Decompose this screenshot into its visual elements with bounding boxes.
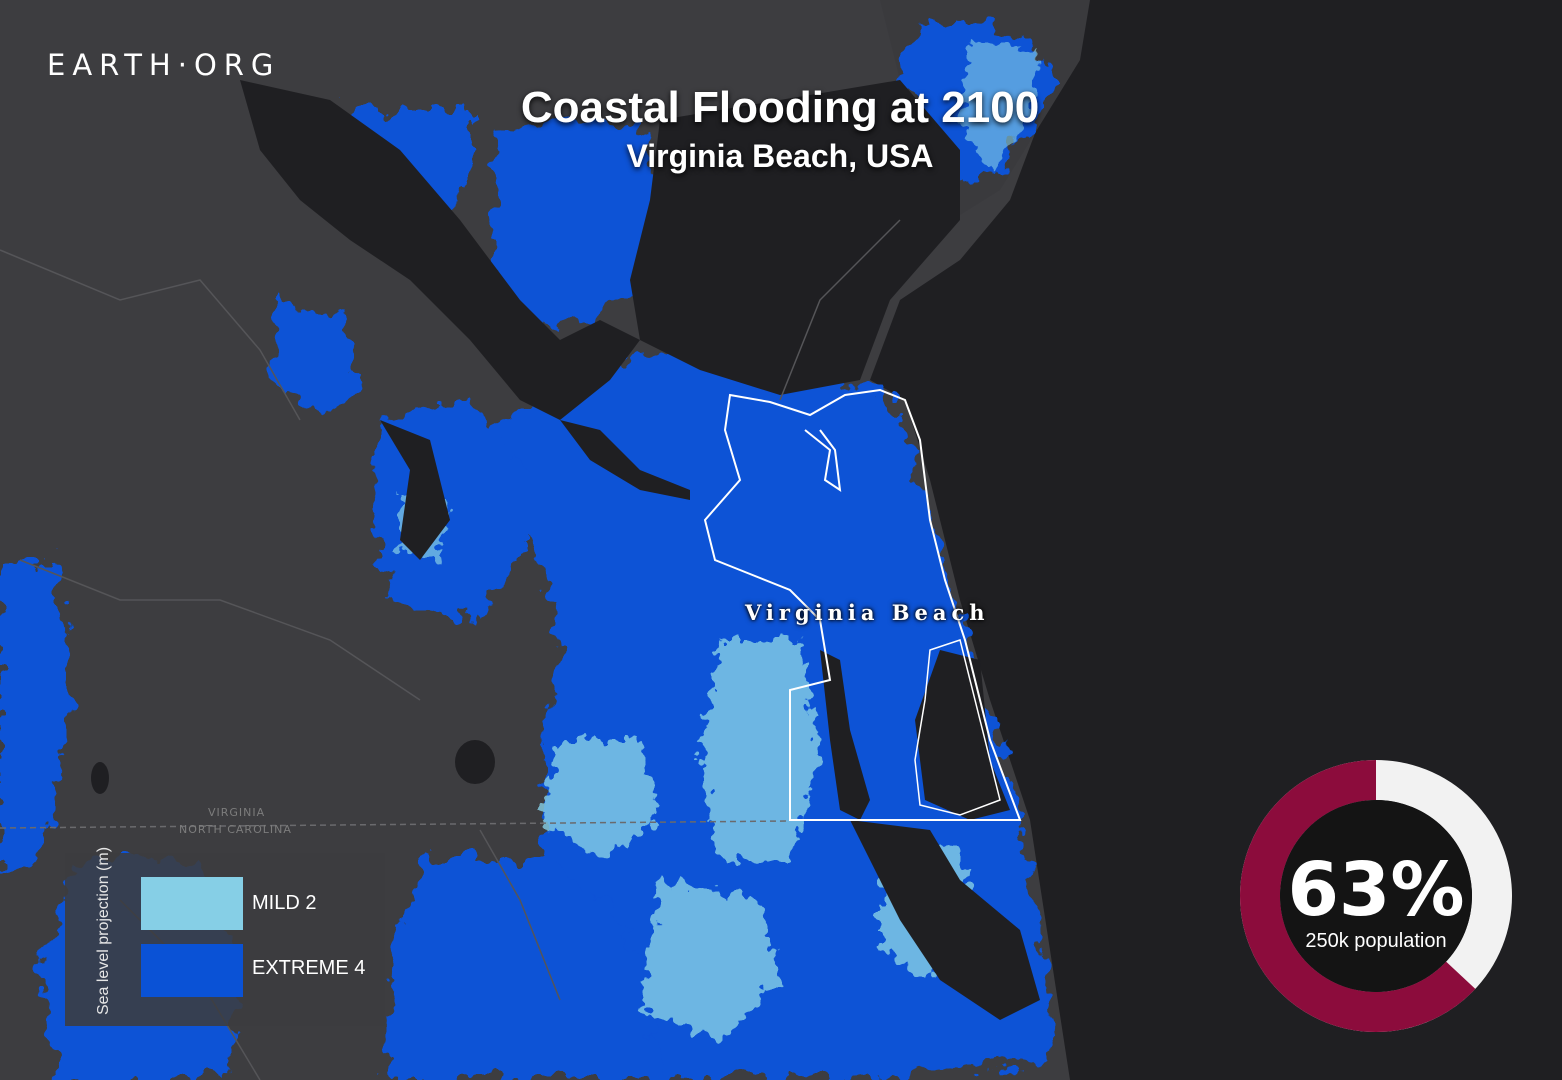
- river-north-landing: [820, 650, 870, 820]
- legend-mild-label: MILD: [252, 892, 300, 914]
- water-layer: [91, 80, 1040, 1020]
- population-donut: [1240, 760, 1512, 1032]
- legend-swatch-extreme: [141, 944, 243, 997]
- map-title: Coastal Flooding at 2100: [520, 83, 1040, 132]
- stat-percent: 63%: [1287, 847, 1465, 933]
- population-stat: 63% 250k population: [1232, 752, 1520, 1040]
- legend-axis-label: Sea level projection (m): [82, 847, 126, 1015]
- river-nansemond: [380, 420, 450, 560]
- chesapeake-bay: [630, 80, 960, 395]
- back-bay: [915, 650, 1010, 820]
- donut-center: [1280, 800, 1472, 992]
- legend-item-mild: MILD 2: [252, 892, 316, 915]
- state-border-line: [0, 820, 791, 829]
- inlet-boundary: [804, 429, 842, 493]
- city-boundary: [703, 388, 1022, 821]
- lake-small: [91, 762, 109, 794]
- legend-extreme-label: EXTREME: [252, 957, 349, 979]
- legend-swatch-mild: [141, 877, 243, 930]
- currituck-sound: [850, 820, 1040, 1020]
- city-label: Virginia Beach: [745, 600, 990, 625]
- stat-caption: 250k population: [1305, 930, 1447, 952]
- city-inner-boundary: [914, 639, 1001, 816]
- legend-axis-text: Sea level projection (m): [94, 846, 112, 1016]
- legend-extreme-value: 4: [354, 957, 366, 979]
- state-label-virginia: VIRGINIA: [208, 806, 266, 819]
- legend-item-extreme: EXTREME 4: [252, 957, 365, 980]
- legend-mild-value: 2: [305, 892, 317, 914]
- title-block: Coastal Flooding at 2100 Virginia Beach,…: [470, 83, 1090, 175]
- lake-drummond: [455, 740, 495, 784]
- map-subtitle: Virginia Beach, USA: [626, 138, 934, 175]
- river-elizabeth: [560, 420, 690, 500]
- state-label-north-carolina: NORTH CAROLINA: [179, 823, 292, 836]
- earth-org-logo[interactable]: EARTH·ORG: [47, 48, 281, 82]
- donut-affected-arc: [1240, 760, 1512, 1032]
- river-james: [240, 80, 640, 420]
